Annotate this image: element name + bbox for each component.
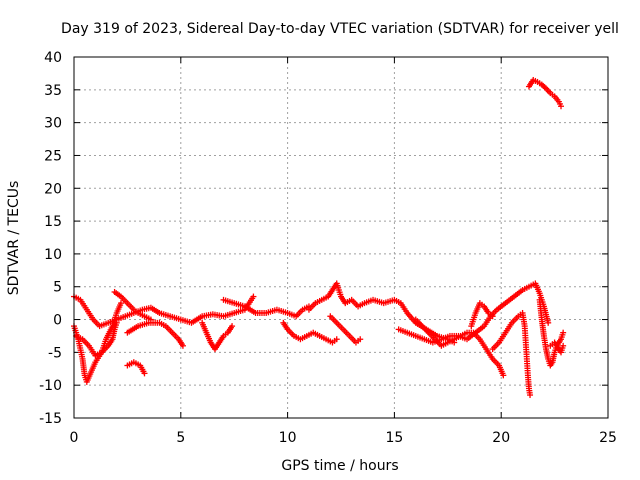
data-point-track-n (489, 313, 496, 320)
x-tick-label: 15 (385, 430, 403, 446)
data-points (71, 76, 567, 399)
data-point-track-c (113, 319, 120, 326)
chart-title: Day 319 of 2023, Sidereal Day-to-day VTE… (61, 21, 619, 37)
y-tick-label: -10 (39, 378, 62, 394)
data-point-track-e (141, 370, 148, 377)
gridlines (74, 57, 608, 418)
y-tick-label: 20 (44, 181, 62, 197)
x-tick-label: 20 (492, 430, 510, 446)
data-point-track-a (250, 293, 257, 300)
data-point-track-p (560, 329, 567, 336)
data-point-track-b (117, 300, 124, 307)
data-point-track-m (500, 372, 507, 379)
y-axis-label: SDTVAR / TECUs (6, 181, 22, 296)
y-tick-label: 0 (53, 313, 62, 329)
y-tick-label: 10 (44, 247, 62, 263)
data-point-track-l (545, 319, 552, 326)
y-tick-label: 25 (44, 148, 62, 164)
x-tick-label: 10 (279, 430, 297, 446)
axis-ticks: 0 5 10 15 20 25 -15 -10 -5 0 5 10 15 20 25 30 35 40 (39, 50, 617, 446)
data-point-track-f (179, 342, 186, 349)
plot-frame (73, 56, 609, 419)
data-point-track-r (558, 103, 565, 110)
y-tick-label: 15 (44, 214, 62, 230)
y-tick-label: -5 (48, 345, 62, 361)
data-point-track-i (333, 336, 340, 343)
y-tick-label: 5 (53, 280, 62, 296)
x-tick-label: 0 (70, 430, 79, 446)
y-tick-label: 30 (44, 116, 62, 132)
data-point-track-o (527, 392, 534, 399)
y-tick-label: -15 (39, 411, 62, 427)
data-point-track-k (357, 336, 364, 343)
data-point-track-g (229, 323, 236, 330)
x-axis-label: GPS time / hours (281, 458, 398, 474)
y-tick-label: 35 (44, 83, 62, 99)
data-point-track-q (560, 342, 567, 349)
y-tick-label: 40 (44, 50, 62, 66)
x-tick-label: 25 (599, 430, 617, 446)
x-tick-label: 5 (176, 430, 185, 446)
